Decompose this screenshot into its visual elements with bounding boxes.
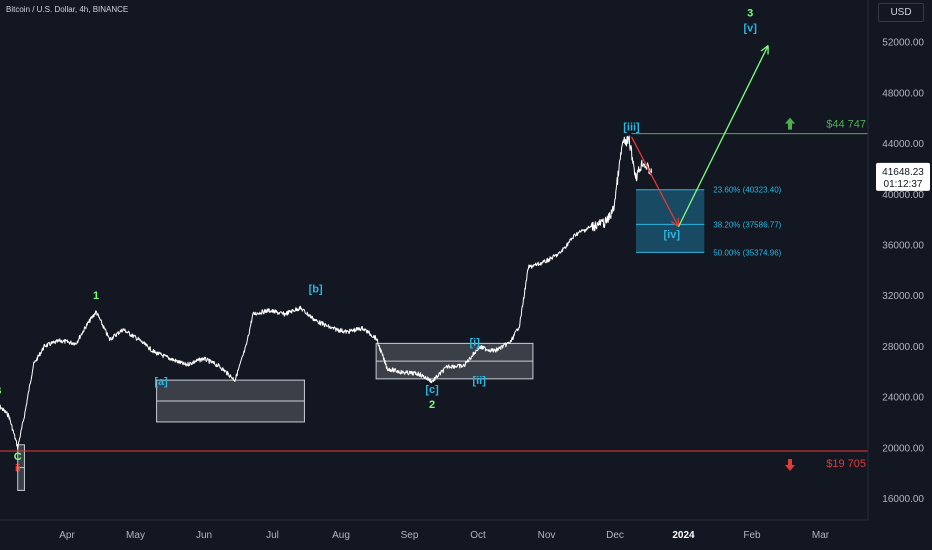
bar-countdown: 01:12:37 [884, 179, 923, 190]
projection-up-arrow [677, 45, 769, 228]
target-level-label: $44 747 [826, 119, 866, 131]
wave-label-primary: 3 [747, 7, 753, 19]
y-tick-label: 40000.00 [882, 190, 924, 201]
price-axis-bg [868, 0, 932, 550]
wave-label-minor: [a] [154, 376, 168, 388]
levels-layer: $44 747 $19 705 [0, 117, 868, 472]
x-tick-label: Nov [538, 530, 556, 541]
projection-down-arrow [630, 136, 680, 228]
x-tick-label: Aug [332, 530, 350, 541]
projection-down-arrow-head [670, 217, 680, 228]
y-tick-label: 28000.00 [882, 342, 924, 353]
x-tick-label: Jul [266, 530, 279, 541]
x-tick-label: May [126, 530, 145, 541]
x-tick-label: Feb [743, 530, 761, 541]
time-axis[interactable]: Apr May Jun Jul Aug Sep Oct Nov Dec 2024 Feb Mar [0, 519, 868, 541]
fib-retracement-box [635, 189, 705, 253]
y-tick-label: 20000.00 [882, 443, 924, 454]
target-up-arrow-icon [785, 117, 795, 130]
wave-label-minor: [i] [469, 337, 480, 349]
wave-label-red: ii [15, 463, 21, 474]
last-price-tag [876, 162, 930, 191]
y-tick-label: 36000.00 [882, 241, 924, 252]
wave-label-minor: [c] [425, 384, 439, 396]
wave-label-minor: [v] [743, 23, 757, 35]
x-tick-label: 2024 [672, 530, 695, 541]
fibonacci-layer: 23.60% (40323.40) 38.20% (37586.77) 50.00%… [635, 186, 782, 257]
wave-label-minor: [ii] [472, 375, 486, 387]
y-tick-label: 24000.00 [882, 393, 924, 404]
x-tick-label: Apr [59, 530, 75, 541]
wave-label-minor: [b] [309, 284, 323, 296]
fib-level-label: 50.00% (35374.96) [713, 248, 781, 257]
projection-layer [630, 44, 769, 228]
y-tick-label: 52000.00 [882, 38, 924, 49]
wave-label-primary: 2 [429, 399, 435, 411]
symbol-header: Bitcoin / U.S. Dollar, 4h, BINANCE [6, 5, 129, 14]
zones-layer [17, 342, 534, 491]
x-tick-label: Mar [812, 530, 830, 541]
y-tick-label: 44000.00 [882, 139, 924, 150]
wave-label-primary: B [0, 385, 2, 397]
price-series-layer [0, 135, 653, 450]
stop-down-arrow-icon [785, 459, 795, 472]
last-price-value: 41648.23 [882, 167, 924, 178]
x-tick-label: Dec [606, 530, 624, 541]
x-tick-label: Jun [196, 530, 212, 541]
projection-up-arrow-head [760, 44, 769, 55]
y-tick-label: 16000.00 [882, 494, 924, 505]
x-tick-label: Sep [401, 530, 419, 541]
currency-button[interactable]: USD [878, 3, 924, 22]
wave-labels-layer: 1 2 3 B C [a] [b] [c] [i] [ii] [iii] [iv] [v] ii [0, 7, 757, 474]
y-tick-label: 48000.00 [882, 88, 924, 99]
wave-label-minor: [iv] [664, 229, 681, 241]
y-tick-label: 32000.00 [882, 291, 924, 302]
wave-label-minor: [iii] [623, 121, 640, 133]
stop-level-label: $19 705 [826, 458, 866, 470]
price-axis[interactable]: 16000.00 20000.00 24000.00 28000.00 32000.00… [867, 0, 932, 550]
price-line [0, 135, 653, 450]
x-tick-label: Oct [470, 530, 486, 541]
wave-label-primary: C [14, 451, 22, 463]
fib-level-label: 23.60% (40323.40) [713, 186, 781, 195]
fib-level-label: 38.20% (37586.77) [713, 220, 781, 229]
wave-label-primary: 1 [93, 290, 99, 302]
